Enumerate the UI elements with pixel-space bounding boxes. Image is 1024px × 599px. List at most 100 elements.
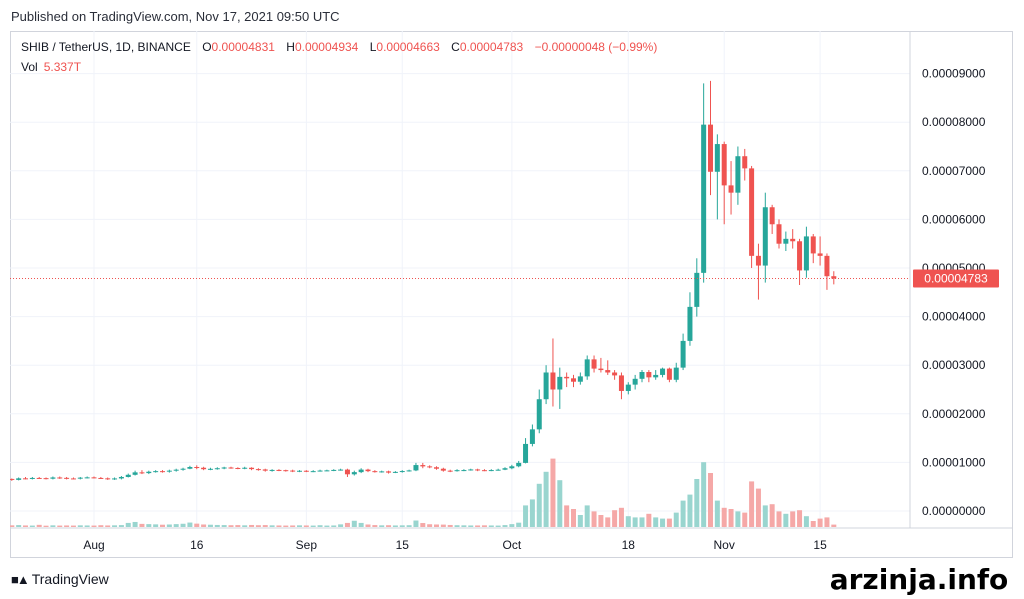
candle-body xyxy=(591,359,597,369)
candle-body xyxy=(290,470,296,472)
candle-body xyxy=(783,238,789,244)
volume-bar xyxy=(283,525,289,527)
x-tick-label: Sep xyxy=(296,538,318,552)
published-info: Published on TradingView.com, Nov 17, 20… xyxy=(11,9,340,24)
low-value: 0.00004663 xyxy=(376,40,440,54)
volume-bar xyxy=(386,525,392,527)
volume-bar xyxy=(10,525,15,527)
candle-body xyxy=(43,478,49,480)
candles xyxy=(10,80,837,481)
volume-bar xyxy=(660,518,666,527)
y-tick-label: 0.00007000 xyxy=(922,164,986,178)
price-label-bg xyxy=(913,269,999,288)
price-axis: 0.00009000 0.00008000 0.00007000 0.00006000… xyxy=(922,67,986,518)
volume-bar xyxy=(625,516,631,527)
candle-body xyxy=(132,472,138,475)
volume-bar xyxy=(98,525,104,527)
candle-body xyxy=(475,469,481,471)
candle-body xyxy=(64,477,70,479)
candlestick-chart[interactable]: 0.00009000 0.00008000 0.00007000 0.00006000… xyxy=(10,31,1013,558)
volume-bar xyxy=(173,524,179,527)
candle-body xyxy=(502,468,508,470)
candle-body xyxy=(666,368,672,380)
candle-body xyxy=(16,478,22,480)
candle-body xyxy=(488,470,494,472)
symbol-label[interactable]: SHIB / TetherUS, 1D, BINANCE xyxy=(21,40,191,54)
candle-body xyxy=(57,477,63,479)
volume-bar xyxy=(228,525,234,527)
volume-bar xyxy=(351,520,357,527)
open-value: 0.00004831 xyxy=(211,40,275,54)
y-tick-label: 0.00001000 xyxy=(922,455,986,469)
volume-bar xyxy=(50,525,56,527)
candle-body xyxy=(735,156,741,193)
volume-bar xyxy=(70,525,76,527)
candle-body xyxy=(571,378,576,382)
candle-body xyxy=(468,469,474,471)
candle-body xyxy=(797,241,803,271)
candle-body xyxy=(434,467,439,469)
candle-body xyxy=(701,124,707,273)
chart-legend: SHIB / TetherUS, 1D, BINANCE O0.00004831… xyxy=(21,40,657,54)
candle-body xyxy=(310,471,316,473)
candle-body xyxy=(324,470,330,472)
volume-bar xyxy=(372,525,378,527)
candle-body xyxy=(680,340,686,368)
candle-body xyxy=(728,185,734,193)
tradingview-icon: ■▲ xyxy=(11,571,30,587)
volume-bar xyxy=(201,524,207,527)
volume-bar xyxy=(591,511,597,527)
volume-bar xyxy=(84,525,90,527)
volume-bar xyxy=(605,517,611,527)
volume-bar xyxy=(536,483,542,527)
volume-bar xyxy=(509,524,515,527)
volume-bar xyxy=(29,525,35,527)
volume-bar xyxy=(666,518,672,527)
candle-body xyxy=(50,477,56,479)
candle-body xyxy=(721,144,727,186)
candle-body xyxy=(153,471,159,473)
volume-bar xyxy=(577,515,583,527)
candle-body xyxy=(23,478,28,480)
candle-body xyxy=(625,384,631,391)
candle-body xyxy=(105,478,111,480)
volume-bar xyxy=(303,525,309,527)
candle-body xyxy=(427,466,433,468)
candle-body xyxy=(194,467,200,469)
tradingview-logo[interactable]: ■▲ TradingView xyxy=(11,571,109,587)
candle-body xyxy=(708,124,713,172)
candle-body xyxy=(207,468,213,470)
volume-bar xyxy=(742,512,748,527)
candle-body xyxy=(338,469,344,471)
candle-body xyxy=(687,306,693,341)
volume-bar xyxy=(221,525,227,527)
candle-body xyxy=(392,471,398,473)
x-tick-label: 15 xyxy=(813,538,827,552)
candle-body xyxy=(112,478,118,480)
volume-bar xyxy=(803,516,809,527)
volume-bar xyxy=(817,518,823,527)
candle-body xyxy=(10,478,15,480)
candle-body xyxy=(557,376,563,390)
volume-bar xyxy=(598,515,604,527)
candle-body xyxy=(516,462,522,467)
volume-bar xyxy=(502,525,508,527)
volume-bar xyxy=(77,525,83,527)
candle-body xyxy=(481,470,487,472)
candle-body xyxy=(180,468,186,470)
volume-bar xyxy=(338,524,344,527)
candle-body xyxy=(646,372,652,378)
volume-bar xyxy=(235,525,241,527)
candle-body xyxy=(605,370,611,373)
volume-bar xyxy=(680,500,686,527)
candle-body xyxy=(358,469,364,473)
candle-body xyxy=(762,207,768,266)
candle-body xyxy=(824,255,830,277)
candle-body xyxy=(660,368,666,375)
volume-bar xyxy=(344,522,350,527)
volume-bar xyxy=(824,517,830,527)
volume-bar xyxy=(139,523,145,527)
y-tick-label: 0.00000000 xyxy=(922,504,986,518)
candle-body xyxy=(550,372,556,390)
candle-body xyxy=(262,469,268,471)
